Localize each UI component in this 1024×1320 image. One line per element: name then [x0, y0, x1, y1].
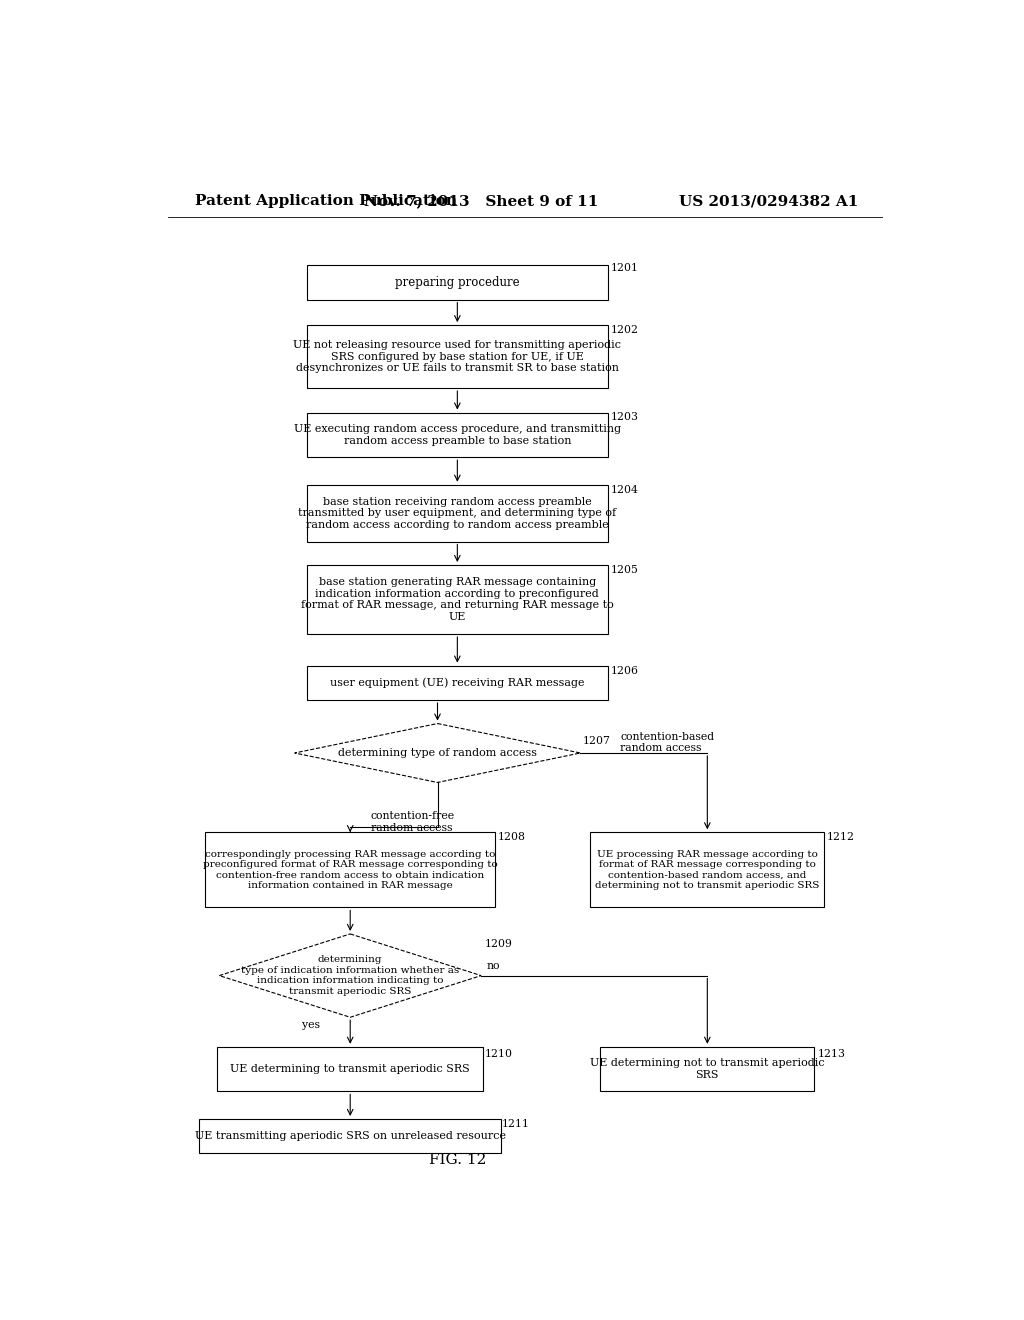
Text: Nov. 7, 2013   Sheet 9 of 11: Nov. 7, 2013 Sheet 9 of 11 — [364, 194, 598, 209]
Text: US 2013/0294382 A1: US 2013/0294382 A1 — [679, 194, 858, 209]
Text: UE transmitting aperiodic SRS on unreleased resource: UE transmitting aperiodic SRS on unrelea… — [195, 1131, 506, 1142]
FancyBboxPatch shape — [306, 484, 608, 541]
Text: contention-free
random access: contention-free random access — [370, 810, 455, 833]
Text: 1213: 1213 — [817, 1049, 846, 1059]
Text: UE executing random access procedure, and transmitting
random access preamble to: UE executing random access procedure, an… — [294, 424, 621, 446]
Polygon shape — [295, 723, 581, 783]
Text: determining type of random access: determining type of random access — [338, 748, 537, 758]
FancyBboxPatch shape — [600, 1047, 814, 1092]
Text: 1204: 1204 — [610, 484, 638, 495]
Text: base station receiving random access preamble
transmitted by user equipment, and: base station receiving random access pre… — [298, 496, 616, 529]
Text: 1209: 1209 — [484, 939, 512, 949]
FancyBboxPatch shape — [590, 833, 824, 907]
FancyBboxPatch shape — [217, 1047, 483, 1092]
FancyBboxPatch shape — [206, 833, 495, 907]
Text: determining
type of indication information whether as
indication information ind: determining type of indication informati… — [241, 956, 460, 995]
Text: FIG. 12: FIG. 12 — [429, 1152, 486, 1167]
Text: preparing procedure: preparing procedure — [395, 276, 519, 289]
FancyBboxPatch shape — [306, 325, 608, 388]
Polygon shape — [219, 935, 481, 1018]
Text: contention-based
random access: contention-based random access — [620, 731, 714, 754]
FancyBboxPatch shape — [306, 265, 608, 300]
Text: UE processing RAR message according to
format of RAR message corresponding to
co: UE processing RAR message according to f… — [595, 850, 819, 890]
Text: 1205: 1205 — [610, 565, 638, 576]
Text: 1203: 1203 — [610, 412, 639, 422]
Text: 1211: 1211 — [502, 1119, 529, 1129]
Text: 1208: 1208 — [498, 833, 525, 842]
Text: UE not releasing resource used for transmitting aperiodic
SRS configured by base: UE not releasing resource used for trans… — [293, 341, 622, 374]
FancyBboxPatch shape — [306, 665, 608, 700]
Text: Patent Application Publication: Patent Application Publication — [196, 194, 458, 209]
Text: UE determining not to transmit aperiodic
SRS: UE determining not to transmit aperiodic… — [590, 1059, 824, 1080]
Text: 1202: 1202 — [610, 325, 639, 335]
Text: 1212: 1212 — [827, 833, 855, 842]
Text: correspondingly processing RAR message according to
preconfigured format of RAR : correspondingly processing RAR message a… — [203, 850, 498, 890]
Text: yes: yes — [301, 1020, 319, 1031]
Text: 1201: 1201 — [610, 263, 639, 273]
Text: 1207: 1207 — [583, 735, 610, 746]
Text: user equipment (UE) receiving RAR message: user equipment (UE) receiving RAR messag… — [330, 677, 585, 688]
Text: 1210: 1210 — [485, 1049, 513, 1059]
Text: 1206: 1206 — [610, 665, 639, 676]
Text: UE determining to transmit aperiodic SRS: UE determining to transmit aperiodic SRS — [230, 1064, 470, 1074]
FancyBboxPatch shape — [306, 565, 608, 634]
FancyBboxPatch shape — [306, 412, 608, 457]
Text: no: no — [486, 961, 500, 970]
Text: base station generating RAR message containing
indication information according : base station generating RAR message cont… — [301, 577, 613, 622]
FancyBboxPatch shape — [200, 1119, 501, 1154]
